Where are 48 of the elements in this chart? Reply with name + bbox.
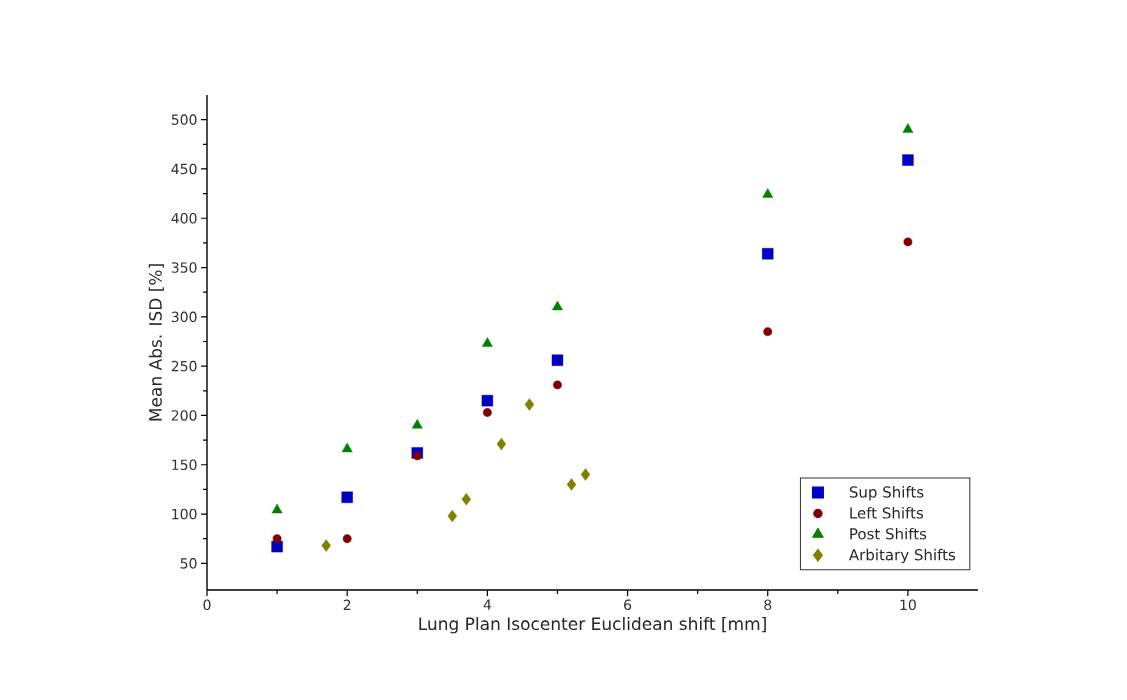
point	[762, 188, 774, 198]
legend-label: Arbitary Shifts	[849, 548, 956, 564]
point	[411, 419, 423, 429]
x-tick-label: 10	[900, 599, 916, 611]
point	[553, 380, 562, 390]
y-tick-label: 150	[172, 459, 197, 471]
y-tick-label: 300	[171, 311, 197, 323]
point	[482, 408, 492, 417]
y-tick-label: 100	[172, 508, 197, 520]
x-tick-label: 6	[624, 599, 632, 611]
point	[902, 123, 914, 133]
point	[566, 478, 577, 491]
x-tick-label: 8	[764, 599, 772, 611]
y-tick-label: 400	[171, 212, 197, 224]
point	[762, 248, 774, 260]
point	[271, 503, 283, 514]
y-tick-label: 250	[171, 360, 197, 372]
y-tick-label: 350	[171, 262, 197, 273]
point	[551, 354, 564, 366]
point	[342, 534, 352, 544]
point	[902, 154, 914, 166]
point	[321, 539, 331, 552]
y-tick-label: 50	[180, 558, 197, 569]
point	[481, 337, 493, 347]
point	[903, 237, 913, 247]
y-tick-label: 200	[171, 410, 197, 421]
point	[496, 437, 507, 451]
point	[552, 300, 563, 311]
y-axis-title: Mean Abs. ISD [%]	[148, 264, 164, 421]
y-tick-label: 500	[171, 114, 197, 125]
x-tick-label: 4	[483, 599, 492, 610]
point	[461, 493, 472, 506]
x-tick-label: 0	[203, 599, 211, 611]
y-tick-label: 450	[171, 163, 197, 175]
point	[524, 398, 535, 411]
x-axis-title: Lung Plan Isocenter Euclidean shift [mm]	[419, 616, 766, 634]
legend-label: Sup Shifts	[849, 486, 924, 501]
x-tick-label: 2	[343, 599, 351, 610]
point	[341, 491, 353, 503]
point	[272, 534, 282, 544]
point	[412, 451, 422, 461]
point	[763, 327, 773, 337]
point	[341, 442, 353, 453]
point	[481, 394, 494, 407]
point	[447, 509, 458, 523]
legend-label: Left Shifts	[850, 507, 924, 519]
point	[580, 468, 591, 481]
legend-label: Post Shifts	[850, 527, 927, 540]
